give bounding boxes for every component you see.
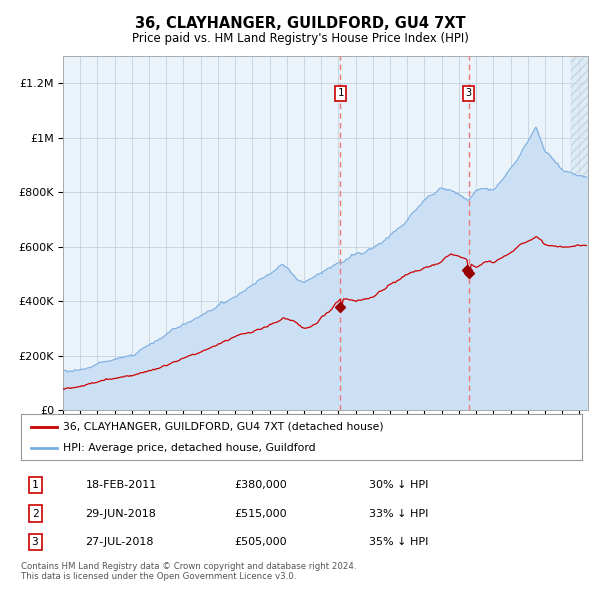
Text: 1: 1 (337, 88, 344, 98)
Text: 18-FEB-2011: 18-FEB-2011 (86, 480, 157, 490)
Text: £380,000: £380,000 (234, 480, 287, 490)
Text: HPI: Average price, detached house, Guildford: HPI: Average price, detached house, Guil… (63, 442, 316, 453)
Text: 29-JUN-2018: 29-JUN-2018 (86, 509, 157, 519)
Text: 30% ↓ HPI: 30% ↓ HPI (369, 480, 428, 490)
Text: £505,000: £505,000 (234, 537, 287, 548)
Text: 3: 3 (466, 88, 472, 98)
Text: Contains HM Land Registry data © Crown copyright and database right 2024.
This d: Contains HM Land Registry data © Crown c… (21, 562, 356, 581)
Text: 35% ↓ HPI: 35% ↓ HPI (369, 537, 428, 548)
Text: 1: 1 (32, 480, 38, 490)
Text: 33% ↓ HPI: 33% ↓ HPI (369, 509, 428, 519)
Text: 36, CLAYHANGER, GUILDFORD, GU4 7XT: 36, CLAYHANGER, GUILDFORD, GU4 7XT (134, 16, 466, 31)
Text: 2: 2 (32, 509, 38, 519)
Text: 27-JUL-2018: 27-JUL-2018 (86, 537, 154, 548)
Text: £515,000: £515,000 (234, 509, 287, 519)
Text: 36, CLAYHANGER, GUILDFORD, GU4 7XT (detached house): 36, CLAYHANGER, GUILDFORD, GU4 7XT (deta… (63, 422, 384, 432)
Text: Price paid vs. HM Land Registry's House Price Index (HPI): Price paid vs. HM Land Registry's House … (131, 32, 469, 45)
Bar (571, 56, 588, 410)
Text: 3: 3 (32, 537, 38, 548)
